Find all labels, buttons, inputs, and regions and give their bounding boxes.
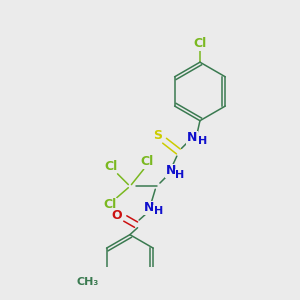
Text: Cl: Cl (103, 198, 116, 211)
Text: H: H (154, 206, 163, 216)
Text: N: N (166, 164, 176, 177)
Text: Cl: Cl (140, 155, 153, 168)
Text: CH₃: CH₃ (77, 277, 99, 287)
Text: Cl: Cl (193, 37, 207, 50)
Text: H: H (198, 136, 208, 146)
Text: Cl: Cl (105, 160, 118, 172)
Text: N: N (187, 131, 197, 144)
Text: O: O (112, 209, 122, 222)
Text: H: H (175, 169, 184, 180)
Text: S: S (153, 129, 162, 142)
Text: N: N (144, 201, 154, 214)
